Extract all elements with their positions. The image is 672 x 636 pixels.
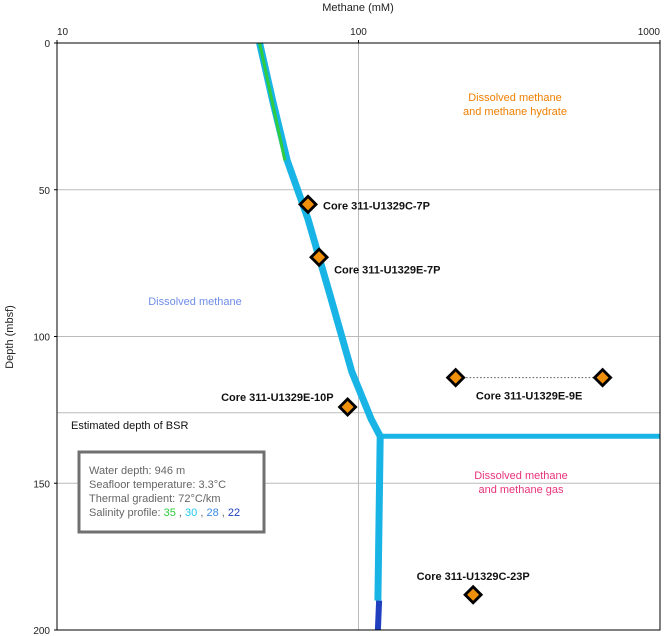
core-marker	[337, 396, 358, 417]
bsr-label: Estimated depth of BSR	[71, 420, 188, 432]
region-label: and methane gas	[478, 484, 564, 496]
core-label: Core 311-U1329E-7P	[334, 264, 440, 276]
core-marker-fill	[302, 198, 315, 211]
y-tick-label: 100	[33, 333, 50, 344]
info-seafloor-temperature: Seafloor temperature: 3.3°C	[89, 479, 226, 491]
x-tick-label: 10	[57, 27, 69, 38]
salinity-separator: ,	[179, 507, 185, 519]
y-axis-title: Depth (mbsf)	[4, 305, 16, 369]
info-box: Water depth: 946 m Seafloor temperature:…	[77, 450, 266, 534]
core-marker	[592, 367, 613, 388]
core-label: Core 311-U1329E-10P	[221, 392, 334, 404]
core-label: Core 311-U1329C-7P	[323, 200, 430, 212]
core-label: Core 311-U1329E-9E	[476, 391, 582, 403]
core-marker	[445, 367, 466, 388]
y-tick-label: 150	[33, 479, 50, 490]
info-water-depth: Water depth: 946 m	[89, 465, 185, 477]
x-axis-title: Methane (mM)	[322, 2, 394, 14]
core-marker-fill	[467, 588, 480, 601]
core-marker-fill	[341, 400, 354, 413]
axis-tick-labels: 10 100 1000 0 50 100 150 200	[33, 27, 661, 636]
grid-lines	[57, 43, 660, 630]
salinity-separator: ,	[222, 507, 228, 519]
y-tick-label: 50	[39, 186, 51, 197]
core-marker-fill	[449, 371, 462, 384]
y-tick-label: 200	[33, 626, 50, 636]
core-markers	[298, 194, 613, 605]
region-label: Dissolved methane	[148, 296, 242, 308]
core-marker	[463, 584, 484, 605]
info-thermal-gradient: Thermal gradient: 72°C/km	[89, 493, 221, 505]
region-label: Dissolved methane	[468, 92, 562, 104]
plot-frame	[56, 42, 661, 631]
salinity-value-22: 22	[228, 507, 240, 519]
salinity-segment-22	[374, 600, 383, 631]
core-marker-fill	[596, 371, 609, 384]
x-tick-label: 1000	[638, 27, 661, 38]
salinity-value-35: 35	[164, 507, 176, 519]
info-salinity-profile: Salinity profile: 35 , 30 , 28 , 22	[89, 507, 240, 519]
salinity-prefix: Salinity profile:	[89, 507, 164, 519]
salinity-value-30: 30	[185, 507, 197, 519]
salinity-segment-35	[258, 42, 287, 161]
region-label: and methane hydrate	[463, 106, 567, 118]
core-marker	[309, 247, 330, 268]
x-tick-label: 100	[350, 27, 367, 38]
salinity-separator: ,	[200, 507, 206, 519]
info-box-frame	[77, 450, 266, 534]
salinity-value-28: 28	[206, 507, 218, 519]
annotation-labels: Estimated depth of BSR Core 311-U1329C-7P…	[71, 92, 582, 583]
y-tick-label: 0	[44, 39, 50, 50]
region-label: Dissolved methane	[474, 470, 568, 482]
core-marker	[298, 194, 319, 215]
core-marker-fill	[313, 251, 326, 264]
solubility-curves	[256, 42, 660, 631]
core-label: Core 311-U1329C-23P	[417, 571, 530, 583]
